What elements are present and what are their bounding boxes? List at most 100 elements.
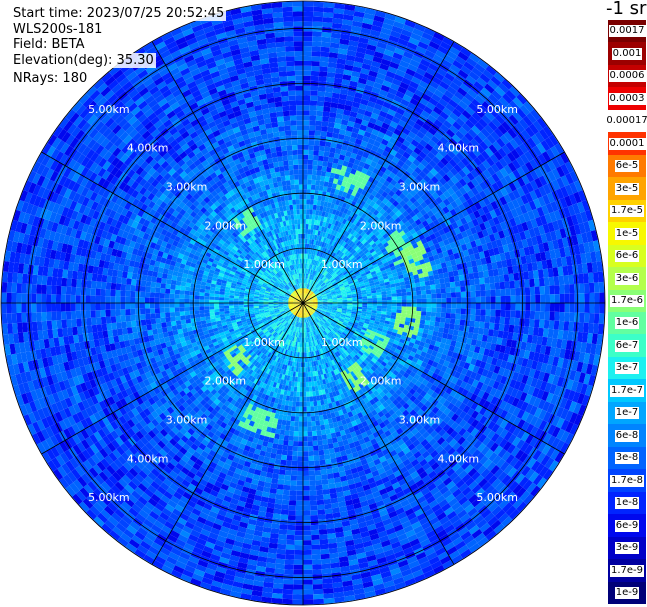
heatmap-cell — [293, 291, 297, 296]
heatmap-cell — [326, 294, 332, 297]
heatmap-cell — [300, 219, 303, 224]
heatmap-cell — [316, 435, 323, 441]
heatmap-cell — [382, 303, 387, 306]
heatmap-cell — [283, 306, 289, 309]
heatmap-cell — [199, 299, 205, 303]
heatmap-cell — [279, 293, 285, 297]
heatmap-cell — [311, 331, 314, 337]
heatmap-cell — [332, 307, 338, 309]
heatmap-cell — [303, 194, 307, 200]
heatmap-cell — [326, 309, 332, 312]
heatmap-cell — [287, 283, 292, 288]
heatmap-cell — [194, 303, 200, 307]
heatmap-cell — [308, 316, 311, 322]
heatmap-cell — [322, 299, 328, 301]
heatmap-cell — [325, 279, 330, 284]
heatmap-cell — [292, 310, 297, 314]
heatmap-cell — [179, 294, 185, 299]
heatmap-cell — [312, 305, 318, 308]
heatmap-cell — [332, 304, 338, 306]
heatmap-cell — [327, 319, 332, 324]
heatmap-cell — [293, 301, 299, 303]
heatmap-cell — [299, 347, 302, 353]
heatmap-cell — [309, 331, 312, 337]
heatmap-cell — [416, 307, 422, 312]
heatmap-cell — [298, 367, 301, 373]
heatmap-cell — [279, 170, 286, 177]
heatmap-cell — [332, 297, 338, 299]
heatmap-cell — [309, 279, 312, 285]
heatmap-cell — [332, 298, 338, 300]
heatmap-cell — [306, 406, 311, 412]
heatmap-cell — [322, 297, 328, 300]
heatmap-cell — [321, 293, 327, 297]
heatmap-cell — [283, 300, 289, 302]
heatmap-cell — [316, 307, 322, 310]
heatmap-cell — [305, 307, 308, 312]
heatmap-cell — [381, 305, 387, 309]
heatmap-cell — [316, 329, 320, 335]
heatmap-cell — [296, 327, 299, 333]
heatmap-cell — [307, 174, 312, 180]
heatmap-cell — [305, 219, 309, 225]
heatmap-cell — [317, 304, 323, 306]
heatmap-cell — [304, 293, 306, 299]
heatmap-cell — [294, 290, 298, 295]
heatmap-cell — [306, 296, 311, 301]
heatmap-cell — [315, 329, 319, 335]
heatmap-cell — [299, 293, 302, 299]
heatmap-cell — [424, 280, 431, 286]
heatmap-cell — [315, 420, 321, 426]
heatmap-cell — [295, 284, 298, 290]
heatmap-cell — [321, 294, 327, 297]
heatmap-cell — [284, 430, 290, 436]
heatmap-cell — [288, 313, 293, 318]
heatmap-cell — [285, 317, 290, 322]
heatmap-cell — [283, 321, 288, 326]
heatmap-cell — [425, 289, 432, 295]
heatmap-cell — [293, 310, 297, 315]
heatmap-cell — [291, 293, 296, 297]
heatmap-cell — [309, 396, 314, 402]
heatmap-cell — [293, 386, 298, 392]
heatmap-cell — [396, 292, 402, 297]
heatmap-cell — [296, 306, 301, 311]
heatmap-cell — [296, 204, 300, 210]
heatmap-cell — [298, 288, 301, 294]
heatmap-cell — [316, 323, 321, 328]
heatmap-cell — [311, 325, 315, 331]
heatmap-cell — [330, 312, 336, 315]
heatmap-cell — [317, 328, 322, 333]
heatmap-cell — [312, 297, 318, 300]
heatmap-cell — [280, 292, 286, 295]
heatmap-cell — [434, 321, 440, 327]
heatmap-cell — [284, 295, 290, 298]
heatmap-cell — [293, 285, 297, 290]
heatmap-cell — [401, 295, 407, 300]
heatmap-cell — [316, 308, 322, 311]
heatmap-cell — [290, 325, 293, 331]
heatmap-cell — [321, 309, 327, 313]
heatmap-cell — [287, 289, 292, 294]
heatmap-cell — [302, 303, 303, 308]
heatmap-cell — [331, 311, 337, 314]
heatmap-cell — [420, 285, 426, 291]
heatmap-cell — [317, 306, 323, 309]
heatmap-cell — [329, 316, 335, 320]
heatmap-cell — [298, 288, 301, 294]
heatmap-cell — [325, 290, 331, 294]
heatmap-cell — [175, 320, 182, 326]
heatmap-cell — [277, 316, 283, 320]
heatmap-cell — [314, 283, 319, 288]
heatmap-cell — [296, 289, 299, 295]
heatmap-cell — [301, 283, 303, 289]
heatmap-cell — [179, 311, 185, 316]
heatmap-cell — [310, 292, 314, 297]
heatmap-cell — [305, 312, 308, 318]
heatmap-cell — [307, 305, 312, 308]
heatmap-cell — [290, 287, 295, 292]
heatmap-cell — [322, 324, 327, 329]
heatmap-cell — [299, 293, 302, 299]
heatmap-cell — [299, 406, 303, 412]
heatmap-cell — [315, 283, 319, 288]
